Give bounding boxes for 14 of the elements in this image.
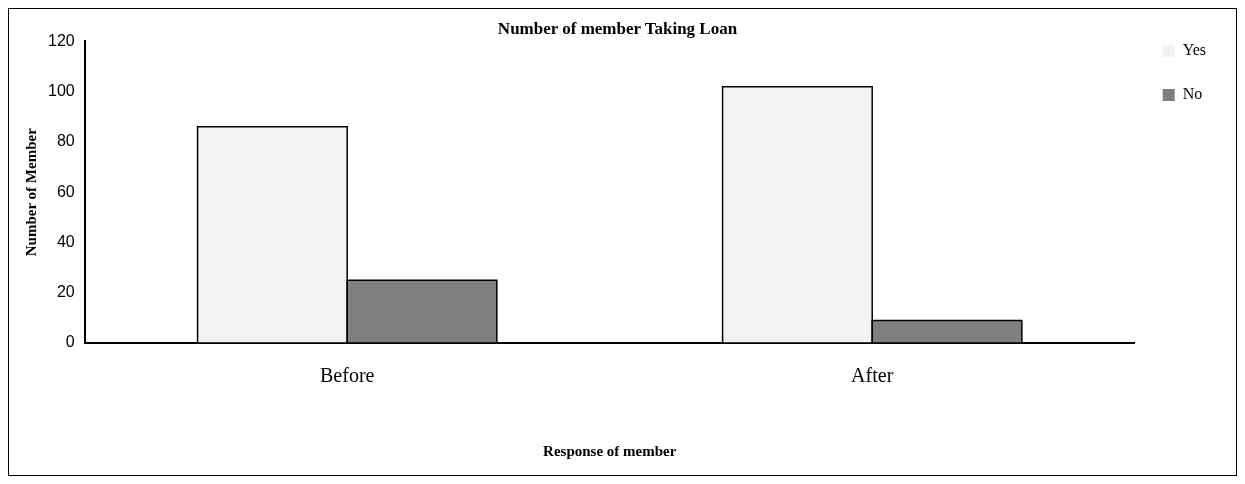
y-tick-label: 120 <box>47 31 75 49</box>
chart-title: Number of member Taking Loan <box>497 18 738 38</box>
y-tick-label: 60 <box>56 182 75 200</box>
y-tick-label: 80 <box>56 132 75 150</box>
legend-label: No <box>1182 85 1203 103</box>
x-tick-label: After <box>851 364 894 387</box>
y-axis-title: Number of Member <box>22 127 39 257</box>
y-tick-label: 20 <box>56 283 75 301</box>
x-tick-label: Before <box>319 364 375 387</box>
legend-label: Yes <box>1182 41 1206 59</box>
y-tick-label: 0 <box>65 333 75 351</box>
y-tick-label: 100 <box>47 82 75 100</box>
x-axis-title: Response of member <box>543 442 677 459</box>
y-tick-label: 40 <box>56 232 75 250</box>
